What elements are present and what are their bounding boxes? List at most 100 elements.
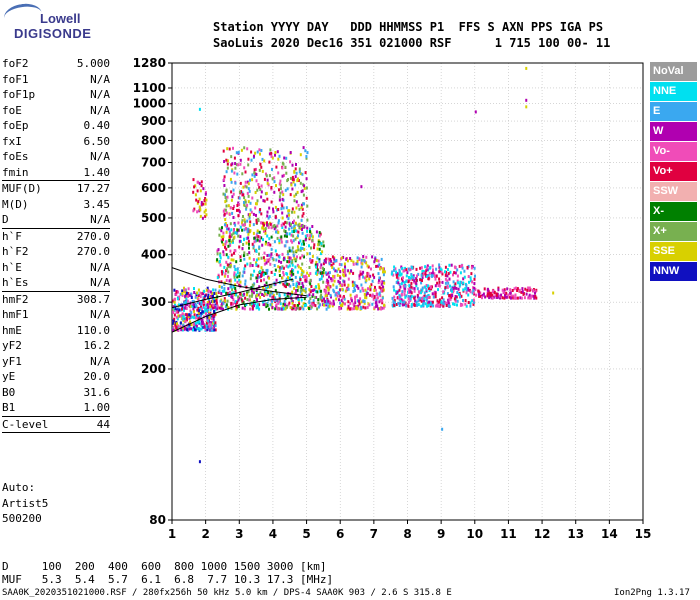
echo-point bbox=[269, 222, 272, 226]
echo-point bbox=[365, 255, 368, 259]
echo-point bbox=[263, 251, 266, 255]
echo-point bbox=[305, 196, 308, 200]
echo-point bbox=[250, 286, 253, 290]
echo-point bbox=[191, 304, 194, 308]
echo-point bbox=[378, 292, 381, 296]
echo-point bbox=[204, 197, 207, 200]
echo-point bbox=[333, 257, 336, 261]
echo-point bbox=[263, 283, 266, 287]
echo-point bbox=[237, 201, 240, 205]
echo-point bbox=[442, 304, 445, 308]
echo-point bbox=[253, 269, 256, 273]
echo-point bbox=[266, 223, 268, 227]
echo-point bbox=[273, 227, 276, 231]
echo-point bbox=[212, 306, 215, 310]
echo-point bbox=[473, 286, 476, 290]
echo-point bbox=[175, 310, 178, 314]
echo-point bbox=[274, 151, 277, 154]
echo-point bbox=[191, 299, 194, 303]
echo-point bbox=[301, 247, 304, 250]
echo-point bbox=[291, 163, 294, 167]
echo-point bbox=[232, 192, 235, 196]
x-tick-label: 8 bbox=[403, 527, 411, 541]
echo-point bbox=[289, 306, 292, 309]
echo-point bbox=[353, 304, 356, 308]
echo-point bbox=[491, 289, 494, 293]
echo-point bbox=[206, 303, 209, 307]
echo-point bbox=[522, 292, 525, 296]
echo-point bbox=[294, 275, 297, 279]
echo-point bbox=[252, 231, 255, 235]
echo-point bbox=[390, 272, 393, 276]
echo-point bbox=[374, 257, 377, 261]
echo-point bbox=[393, 295, 396, 299]
echo-point bbox=[275, 303, 278, 307]
echo-point bbox=[340, 298, 343, 302]
echo-point bbox=[288, 258, 291, 262]
echo-point bbox=[267, 223, 270, 227]
echo-point bbox=[301, 189, 304, 193]
echo-point bbox=[260, 149, 263, 152]
echo-point bbox=[235, 260, 238, 264]
echo-point bbox=[334, 269, 337, 273]
echo-point bbox=[301, 262, 304, 266]
echo-point bbox=[362, 255, 365, 258]
echo-point bbox=[302, 193, 305, 197]
echo-point bbox=[278, 239, 281, 243]
echo-point bbox=[297, 230, 300, 234]
echo-point bbox=[252, 223, 255, 227]
echo-point bbox=[360, 307, 363, 310]
echo-point bbox=[173, 288, 176, 292]
echo-point bbox=[452, 273, 454, 277]
echo-point bbox=[302, 224, 305, 228]
echo-point bbox=[301, 281, 304, 285]
echo-point bbox=[270, 290, 272, 294]
echo-point bbox=[428, 286, 430, 290]
echo-point bbox=[194, 324, 197, 328]
echo-point bbox=[401, 279, 404, 283]
echo-point bbox=[286, 179, 289, 183]
echo-point bbox=[249, 212, 251, 216]
echo-point bbox=[467, 288, 470, 292]
echo-point bbox=[302, 302, 305, 306]
echo-point bbox=[262, 273, 265, 277]
echo-point bbox=[194, 303, 197, 307]
echo-point bbox=[258, 148, 261, 152]
echo-point bbox=[204, 208, 207, 212]
echo-point bbox=[282, 273, 285, 277]
echo-point bbox=[270, 154, 273, 158]
echo-point bbox=[212, 288, 215, 292]
echo-point bbox=[306, 271, 309, 275]
echo-point bbox=[467, 293, 470, 297]
echo-point bbox=[204, 192, 207, 196]
echo-point bbox=[303, 225, 306, 228]
echo-point bbox=[375, 300, 378, 304]
echo-point bbox=[256, 293, 259, 297]
echo-point bbox=[179, 325, 182, 329]
echo-point bbox=[327, 283, 330, 287]
echo-point bbox=[224, 200, 227, 204]
echo-point bbox=[238, 245, 241, 249]
echo-point bbox=[375, 264, 378, 268]
echo-point bbox=[355, 305, 358, 309]
echo-point bbox=[349, 301, 352, 305]
echo-point bbox=[438, 265, 441, 269]
echo-point bbox=[337, 267, 340, 271]
echo-point bbox=[309, 259, 312, 263]
echo-point bbox=[223, 289, 226, 293]
echo-point bbox=[488, 296, 491, 300]
echo-point bbox=[255, 261, 257, 265]
echo-point bbox=[270, 252, 273, 256]
echo-point bbox=[239, 292, 242, 296]
echo-point bbox=[301, 254, 304, 258]
echo-point bbox=[220, 292, 223, 295]
echo-point bbox=[343, 297, 346, 301]
echo-point bbox=[310, 246, 312, 250]
echo-point bbox=[308, 293, 311, 297]
echo-point bbox=[301, 269, 304, 273]
echo-point bbox=[197, 309, 200, 313]
echo-point bbox=[242, 254, 245, 257]
echo-point bbox=[400, 293, 403, 297]
echo-point bbox=[438, 263, 441, 267]
echo-point bbox=[238, 203, 241, 207]
